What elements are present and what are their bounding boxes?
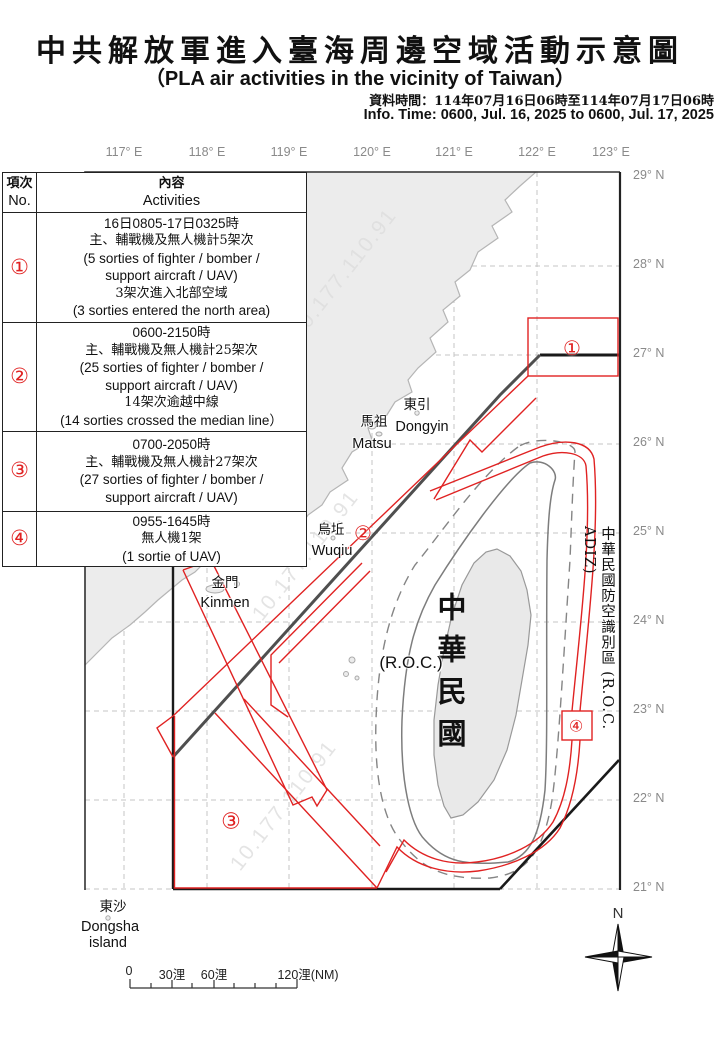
activity-line: (25 sorties of fighter / bomber / bbox=[79, 360, 264, 376]
row-number: ② bbox=[3, 322, 37, 431]
lat-label: 28° N bbox=[633, 257, 665, 271]
activity-line: 0600-2150時 bbox=[132, 325, 211, 341]
place-wuqiu-zh: 烏坵 bbox=[317, 522, 345, 538]
table-row: ① 16日0805-17日0325時 主、輔戰機及無人機計5架次 (5 sort… bbox=[3, 213, 306, 323]
place-dongyin-zh: 東引 bbox=[403, 397, 431, 413]
activity-line: (14 sorties crossed the median line） bbox=[60, 412, 283, 428]
activity-line: support aircraft / UAV) bbox=[105, 377, 238, 393]
activity-line: (3 sorties entered the north area) bbox=[72, 303, 271, 319]
lat-label: 21° N bbox=[633, 880, 665, 894]
region-mark-4: ④ bbox=[568, 716, 584, 736]
table-row: ② 0600-2150時 主、輔戰機及無人機計25架次 (25 sorties … bbox=[3, 322, 306, 432]
activity-line: 0955-1645時 bbox=[132, 513, 211, 529]
activity-line: 0700-2050時 bbox=[132, 437, 211, 453]
scale-label-0: 0 bbox=[125, 964, 133, 978]
lat-label: 25° N bbox=[633, 524, 665, 538]
place-dongyin-en: Dongyin bbox=[395, 419, 449, 435]
lon-label: 121° E bbox=[435, 145, 473, 159]
lon-label: 122° E bbox=[518, 145, 556, 159]
row-number: ③ bbox=[3, 431, 37, 511]
islets bbox=[105, 410, 500, 921]
table-row: ③ 0700-2050時 主、輔戰機及無人機計27架次 (27 sorties … bbox=[3, 431, 306, 512]
place-kinmen-zh: 金門 bbox=[211, 575, 239, 591]
roc-label-en: (R.O.C.) bbox=[379, 653, 443, 672]
col-activities-en: Activities bbox=[142, 192, 201, 209]
activity-line: 3架次進入北部空域 bbox=[115, 285, 228, 301]
scale-label-30: 30浬 bbox=[158, 968, 186, 982]
outer-ring-dashed bbox=[375, 439, 576, 879]
col-activities-zh: 內容 bbox=[158, 176, 185, 192]
place-dongsha-en2: island bbox=[89, 935, 127, 951]
scale-label-120: 120浬(NM) bbox=[277, 968, 339, 982]
place-dongsha-en: Dongsha bbox=[80, 919, 140, 935]
activity-line: 無人機1架 bbox=[141, 531, 202, 546]
activity-line: 主、輔戰機及無人機計25架次 bbox=[85, 342, 258, 358]
page-title: 中共解放軍進入臺海周邊空域活動示意圖 bbox=[36, 34, 684, 69]
place-matsu-zh: 馬祖 bbox=[360, 414, 388, 430]
lon-label: 120° E bbox=[353, 145, 391, 159]
row-number: ① bbox=[3, 213, 37, 322]
lat-label: 26° N bbox=[633, 435, 665, 449]
table-header: 項次 No. 內容 Activities bbox=[3, 173, 306, 214]
activity-line: 14架次逾越中線 bbox=[124, 395, 219, 411]
lat-label: 27° N bbox=[633, 346, 665, 360]
col-no-zh: 項次 bbox=[6, 176, 33, 192]
scale-bar bbox=[129, 979, 298, 989]
place-dongsha-zh: 東沙 bbox=[99, 899, 127, 915]
place-kinmen-en: Kinmen bbox=[200, 595, 250, 611]
region-mark-1: ① bbox=[563, 336, 581, 360]
lon-label: 118° E bbox=[188, 145, 226, 159]
activity-line: 主、輔戰機及無人機計27架次 bbox=[85, 454, 258, 470]
lon-label: 119° E bbox=[270, 145, 308, 159]
roc-label-zh: 中華民國 bbox=[433, 592, 467, 760]
compass-rose bbox=[584, 923, 653, 992]
col-no-en: No. bbox=[8, 192, 31, 209]
info-time-zh: 資料時間：114年07月16日06時至114年07月17日06時 bbox=[369, 94, 714, 109]
activity-line: support aircraft / UAV) bbox=[105, 268, 238, 284]
activity-line: (1 sortie of UAV) bbox=[122, 548, 221, 564]
row-number: ④ bbox=[3, 511, 37, 566]
table-row: ④ 0955-1645時 無人機1架 (1 sortie of UAV) bbox=[3, 511, 306, 566]
scale-label-60: 60浬 bbox=[200, 968, 228, 982]
lat-label: 22° N bbox=[633, 791, 665, 805]
adiz-boundary bbox=[171, 353, 620, 891]
lon-label: 123° E bbox=[592, 145, 630, 159]
compass-north-label: N bbox=[612, 905, 624, 922]
lat-label: 24° N bbox=[633, 613, 665, 627]
activity-line: 16日0805-17日0325時 bbox=[103, 215, 240, 231]
info-time-en: Info. Time: 0600, Jul. 16, 2025 to 0600,… bbox=[363, 107, 714, 123]
activities-table: 項次 No. 內容 Activities ① 16日0805-17日0325時 … bbox=[2, 172, 307, 567]
inner-ring-solid bbox=[400, 461, 557, 865]
activity-areas-red bbox=[156, 317, 619, 889]
activity-line: (5 sorties of fighter / bomber / bbox=[83, 250, 260, 266]
place-wuqiu-en: Wuqiu bbox=[311, 543, 353, 559]
activity-line: (27 sorties of fighter / bomber / bbox=[79, 472, 264, 488]
lat-label: 29° N bbox=[633, 168, 665, 182]
activity-line: support aircraft / UAV) bbox=[105, 489, 238, 505]
lat-label: 23° N bbox=[633, 702, 665, 716]
page-subtitle: （PLA air activities in the vicinity of T… bbox=[144, 68, 576, 90]
region-mark-3: ③ bbox=[221, 809, 241, 835]
adiz-label: 中華民國防空識別區 (R.O.C. ADIZ) bbox=[581, 526, 615, 731]
median-line bbox=[171, 353, 542, 759]
lon-label: 117° E bbox=[105, 145, 143, 159]
activity-line: 主、輔戰機及無人機計5架次 bbox=[89, 233, 254, 249]
region-mark-2: ② bbox=[354, 521, 372, 545]
taiwan-island bbox=[433, 548, 532, 819]
place-matsu-en: Matsu bbox=[352, 436, 392, 452]
